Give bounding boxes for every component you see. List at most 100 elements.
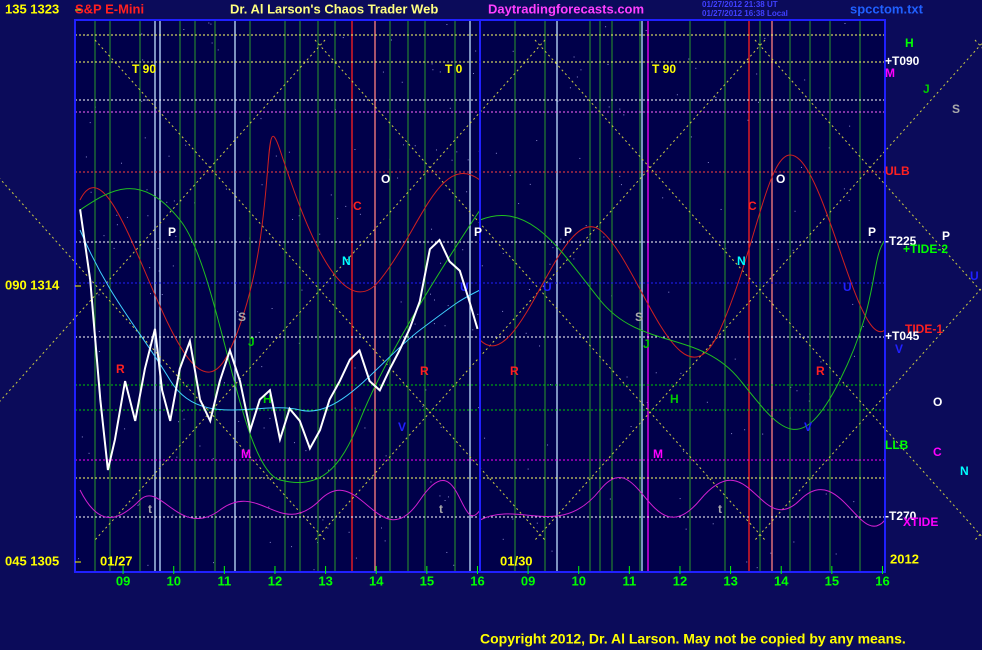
x-tick-label: 16 (875, 573, 889, 588)
star (569, 232, 571, 234)
star (223, 382, 225, 384)
star (573, 258, 575, 260)
star (843, 188, 845, 190)
star (210, 23, 212, 25)
star (144, 137, 146, 139)
annotation: t (718, 502, 722, 516)
star (777, 248, 779, 250)
star (327, 527, 329, 529)
annotation: -T270 (885, 509, 917, 523)
star (90, 191, 92, 193)
star (168, 155, 170, 157)
star (707, 162, 709, 164)
star (342, 37, 344, 39)
star (330, 33, 332, 35)
annotation: C (748, 199, 757, 213)
star (147, 564, 149, 566)
star (146, 189, 148, 191)
star (576, 76, 578, 78)
star (435, 149, 437, 151)
star (382, 71, 384, 73)
x-tick-label: 13 (318, 573, 332, 588)
annotation: R (510, 364, 519, 378)
star (430, 481, 432, 483)
star (447, 305, 449, 307)
annotation: O (933, 395, 942, 409)
star (529, 183, 531, 185)
star (764, 37, 766, 39)
star (384, 540, 386, 542)
annotation: P (564, 225, 572, 239)
star (328, 469, 330, 471)
star (563, 242, 565, 244)
star (225, 188, 227, 190)
star (690, 136, 692, 138)
star (626, 376, 628, 378)
star (688, 58, 690, 60)
star (199, 445, 201, 447)
star (756, 567, 758, 569)
star (478, 407, 480, 409)
star (431, 228, 433, 230)
star (178, 421, 180, 423)
star (580, 69, 582, 71)
star (848, 200, 850, 202)
star (444, 325, 446, 327)
star (280, 281, 282, 283)
star (98, 294, 100, 296)
star (706, 401, 708, 403)
star (237, 311, 239, 313)
star (512, 50, 514, 52)
x-tick-label: 13 (723, 573, 737, 588)
star (354, 407, 356, 409)
star (793, 541, 795, 543)
star (85, 156, 87, 158)
annotation: XTIDE (903, 515, 938, 529)
star (734, 358, 736, 360)
annotation: TIDE-1 (905, 322, 943, 336)
annotation: H (905, 36, 914, 50)
star (475, 50, 477, 52)
star (298, 215, 300, 217)
star (337, 217, 339, 219)
star (444, 500, 446, 502)
star (472, 73, 474, 75)
star (662, 197, 664, 199)
star (390, 39, 392, 41)
star (828, 147, 830, 149)
star (439, 495, 441, 497)
star (549, 263, 551, 265)
annotation: V (895, 342, 903, 356)
star (345, 205, 347, 207)
star (439, 71, 441, 73)
timestamp: 01/27/2012 16:38 Local (702, 9, 788, 18)
star (429, 293, 431, 295)
star (456, 151, 458, 153)
x-tick-label: 10 (571, 573, 585, 588)
star (434, 299, 435, 301)
annotation: t (439, 502, 443, 516)
star (208, 22, 210, 24)
star (173, 200, 175, 202)
guide-line (754, 287, 982, 541)
star (319, 233, 321, 235)
star (78, 558, 80, 560)
star (679, 498, 681, 500)
star (844, 23, 846, 25)
star (261, 184, 263, 186)
star (414, 145, 416, 147)
star (137, 504, 139, 506)
star (770, 552, 772, 554)
star (620, 184, 622, 186)
star (668, 291, 670, 293)
star (291, 546, 293, 548)
star (605, 26, 607, 28)
star (397, 177, 399, 179)
x-tick-label: 09 (116, 573, 130, 588)
star (685, 528, 687, 530)
star (484, 437, 486, 439)
star (804, 79, 806, 81)
star (381, 527, 382, 529)
x-tick-label: 11 (622, 573, 636, 588)
star (433, 323, 435, 325)
